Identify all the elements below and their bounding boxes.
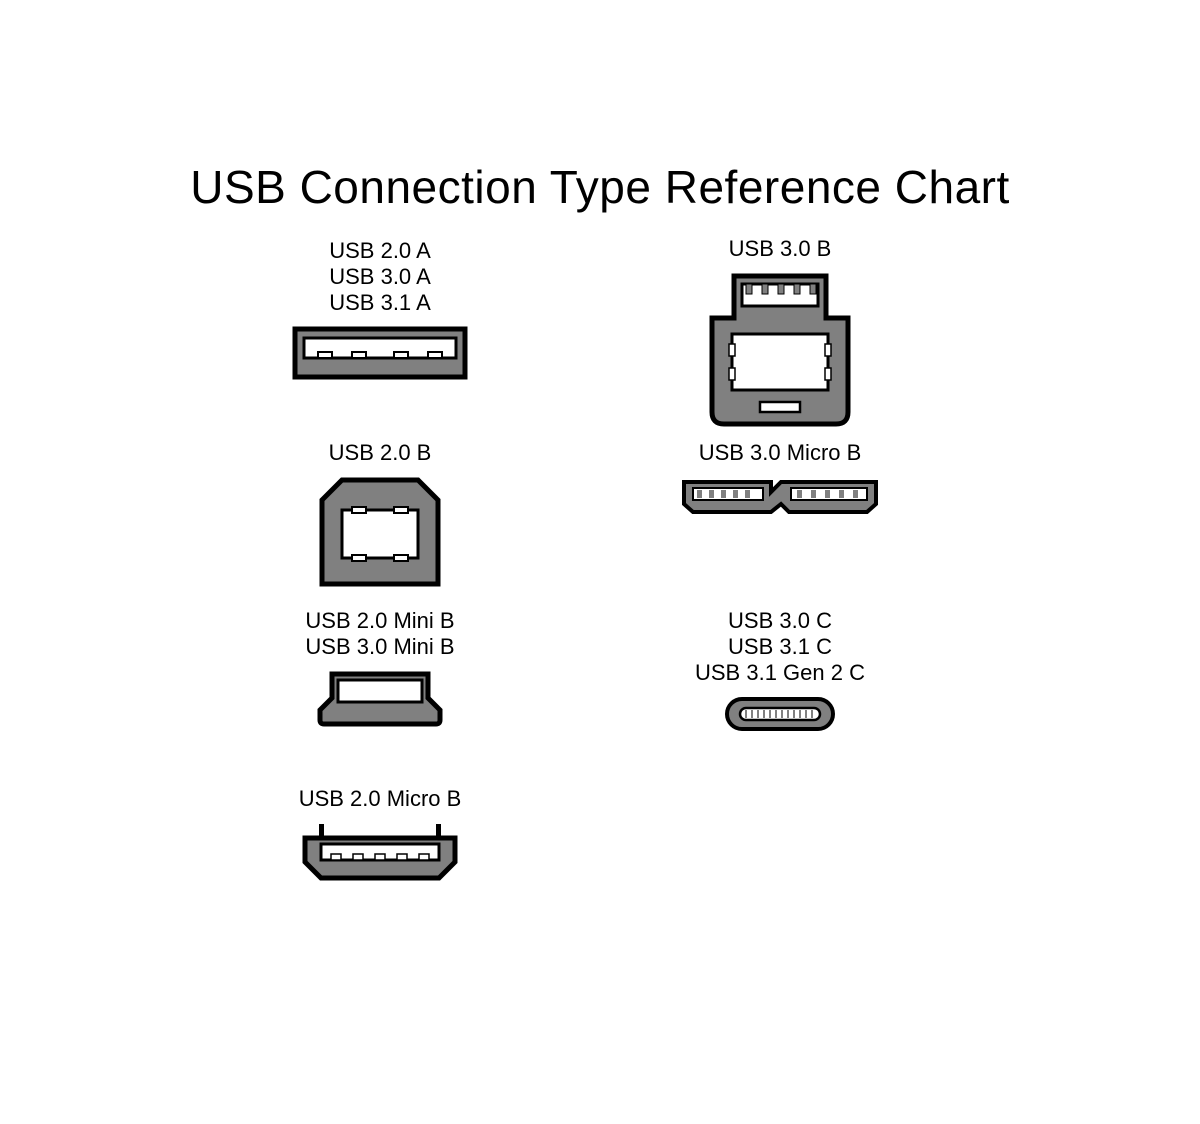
cell-usb-c: USB 3.0 C USB 3.1 C USB 3.1 Gen 2 C <box>600 608 960 732</box>
label-usb-3-c: USB 3.0 C <box>600 608 960 634</box>
usb-3-b-icon <box>708 272 852 428</box>
usb-a-icon <box>292 326 468 380</box>
label-usb-3-b: USB 3.0 B <box>600 236 960 262</box>
cell-usb-a: USB 2.0 A USB 3.0 A USB 3.1 A <box>200 238 560 380</box>
label-usb-3-micro-b: USB 3.0 Micro B <box>600 440 960 466</box>
label-usb-3-a: USB 3.0 A <box>200 264 560 290</box>
label-usb-2-micro-b: USB 2.0 Micro B <box>200 786 560 812</box>
label-usb-2-b: USB 2.0 B <box>200 440 560 466</box>
cell-usb-2-b: USB 2.0 B <box>200 440 560 588</box>
usb-2-b-icon <box>318 476 442 588</box>
labels-usb-2-micro-b: USB 2.0 Micro B <box>200 786 560 812</box>
label-usb-31-c: USB 3.1 C <box>600 634 960 660</box>
labels-usb-3-micro-b: USB 3.0 Micro B <box>600 440 960 466</box>
label-usb-31-g2-c: USB 3.1 Gen 2 C <box>600 660 960 686</box>
cell-usb-2-micro-b: USB 2.0 Micro B <box>200 786 560 882</box>
usb-mini-b-icon <box>316 670 444 728</box>
label-usb-31-a: USB 3.1 A <box>200 290 560 316</box>
chart-title: USB Connection Type Reference Chart <box>0 160 1200 214</box>
usb-2-micro-b-icon <box>301 822 459 882</box>
labels-usb-2-b: USB 2.0 B <box>200 440 560 466</box>
usb-3-micro-b-icon <box>681 476 879 516</box>
labels-usb-3-b: USB 3.0 B <box>600 236 960 262</box>
cell-usb-3-micro-b: USB 3.0 Micro B <box>600 440 960 516</box>
cell-usb-mini-b: USB 2.0 Mini B USB 3.0 Mini B <box>200 608 560 728</box>
labels-usb-c: USB 3.0 C USB 3.1 C USB 3.1 Gen 2 C <box>600 608 960 686</box>
cell-usb-3-b: USB 3.0 B <box>600 236 960 428</box>
label-usb-3-mini-b: USB 3.0 Mini B <box>200 634 560 660</box>
usb-c-icon <box>724 696 836 732</box>
labels-usb-mini-b: USB 2.0 Mini B USB 3.0 Mini B <box>200 608 560 660</box>
label-usb-2-mini-b: USB 2.0 Mini B <box>200 608 560 634</box>
page: USB Connection Type Reference Chart USB … <box>0 0 1200 1124</box>
labels-usb-a: USB 2.0 A USB 3.0 A USB 3.1 A <box>200 238 560 316</box>
label-usb-2-a: USB 2.0 A <box>200 238 560 264</box>
